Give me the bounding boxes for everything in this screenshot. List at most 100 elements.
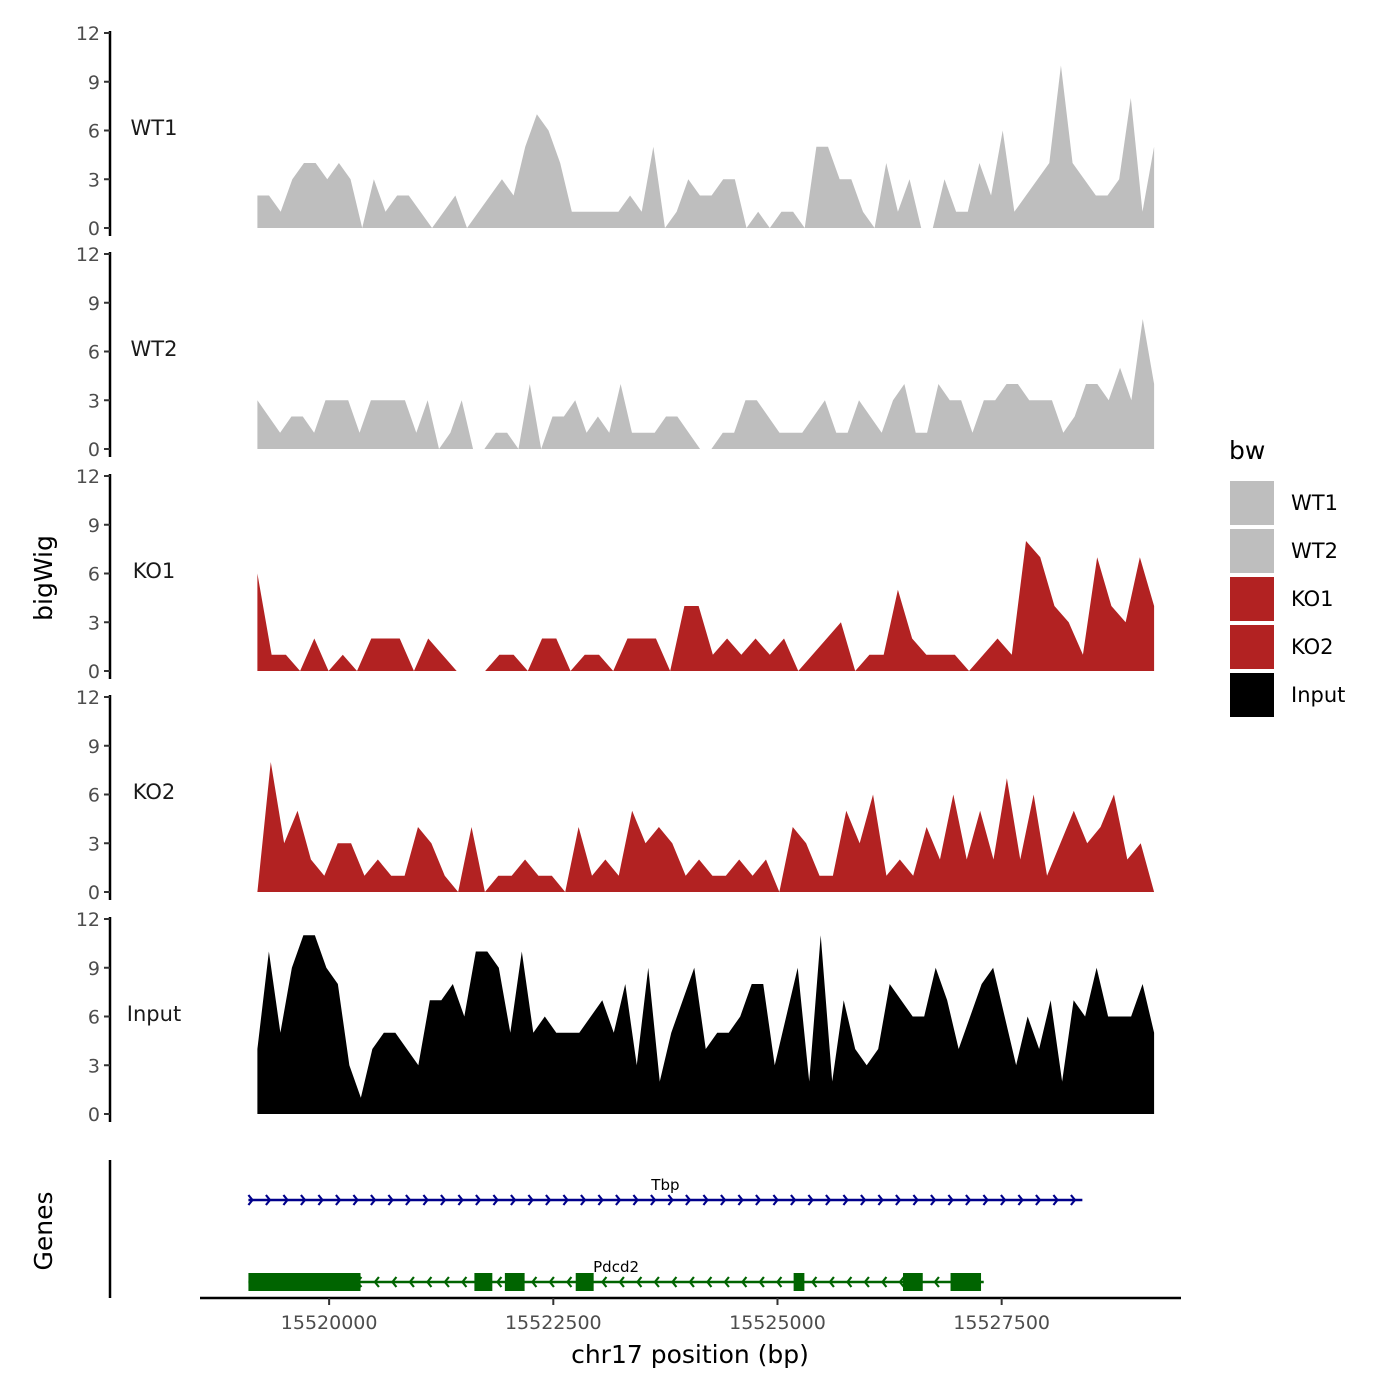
strand-arrow xyxy=(247,1194,254,1206)
legend-swatch xyxy=(1230,625,1274,669)
strand-arrow xyxy=(790,1194,797,1206)
y-axis-title: bigWig xyxy=(29,535,58,621)
strand-arrow xyxy=(335,1194,342,1206)
strand-arrow xyxy=(457,1194,464,1206)
legend-swatch xyxy=(1230,529,1274,573)
strand-arrow xyxy=(685,1194,692,1206)
strand-arrow xyxy=(947,1194,954,1206)
strand-arrow xyxy=(898,1276,905,1288)
gene-label: Pdcd2 xyxy=(593,1258,639,1276)
x-tick-label: 15522500 xyxy=(505,1312,602,1334)
strand-arrow xyxy=(755,1194,762,1206)
y-tick-label: 12 xyxy=(76,909,100,931)
strand-arrow xyxy=(720,1194,727,1206)
strand-arrow xyxy=(496,1276,503,1288)
strand-arrow xyxy=(846,1276,853,1288)
strand-arrow xyxy=(1000,1194,1007,1206)
series-area-ko2 xyxy=(257,762,1155,892)
track-label: KO2 xyxy=(133,780,176,804)
strand-arrow xyxy=(391,1276,398,1288)
strand-arrow xyxy=(580,1194,587,1206)
strand-arrow xyxy=(632,1194,639,1206)
strand-arrow xyxy=(982,1194,989,1206)
legend-label: WT2 xyxy=(1291,539,1338,563)
strand-arrow xyxy=(1017,1194,1024,1206)
strand-arrow xyxy=(702,1194,709,1206)
x-tick-label: 15525000 xyxy=(729,1312,826,1334)
y-tick-label: 12 xyxy=(76,23,100,45)
exon xyxy=(474,1273,493,1291)
strand-arrow xyxy=(930,1194,937,1206)
strand-arrow xyxy=(758,1276,765,1288)
strand-arrow xyxy=(510,1194,517,1206)
y-tick-label: 0 xyxy=(88,661,100,683)
strand-arrow xyxy=(548,1276,555,1288)
strand-arrow xyxy=(461,1276,468,1288)
strand-arrow xyxy=(772,1194,779,1206)
y-tick-label: 3 xyxy=(88,612,100,634)
track-wt1: 0 3 6 9 12 WT1 xyxy=(76,23,1155,240)
track-label: WT2 xyxy=(131,337,178,361)
y-tick-label: 3 xyxy=(88,1055,100,1077)
gene-axis-title: Genes xyxy=(29,1191,58,1270)
y-tick-label: 12 xyxy=(76,466,100,488)
strand-arrow xyxy=(723,1276,730,1288)
legend-item-ko1: KO1 xyxy=(1230,577,1334,621)
strand-arrow xyxy=(860,1194,867,1206)
strand-arrow xyxy=(881,1276,888,1288)
strand-arrow xyxy=(842,1194,849,1206)
strand-arrow xyxy=(671,1276,678,1288)
strand-arrow xyxy=(877,1194,884,1206)
y-tick-label: 12 xyxy=(76,244,100,266)
strand-arrow xyxy=(1035,1194,1042,1206)
legend: bw WT1 WT2 KO1 KO2 Input xyxy=(1229,436,1345,717)
legend-swatch xyxy=(1230,481,1274,525)
series-area-wt1 xyxy=(257,65,1155,228)
strand-arrow xyxy=(443,1276,450,1288)
y-tick-label: 0 xyxy=(88,218,100,240)
legend-label: KO1 xyxy=(1291,587,1334,611)
y-tick-label: 3 xyxy=(88,169,100,191)
strand-arrow xyxy=(1052,1194,1059,1206)
strand-arrow xyxy=(653,1276,660,1288)
y-tick-label: 9 xyxy=(88,736,100,758)
strand-arrow xyxy=(426,1276,433,1288)
y-tick-label: 3 xyxy=(88,390,100,412)
exon xyxy=(575,1273,594,1291)
legend-label: Input xyxy=(1291,683,1345,707)
gene-tbp: Tbp xyxy=(247,1176,1083,1206)
legend-label: KO2 xyxy=(1291,635,1334,659)
strand-arrow xyxy=(706,1276,713,1288)
exon xyxy=(903,1273,923,1291)
strand-arrow xyxy=(615,1194,622,1206)
x-tick-label: 15520000 xyxy=(281,1312,378,1334)
legend-swatch xyxy=(1230,673,1274,717)
strand-arrow xyxy=(597,1194,604,1206)
series-area-ko1 xyxy=(257,541,1155,671)
y-tick-label: 6 xyxy=(88,1007,100,1029)
strand-arrow xyxy=(667,1194,674,1206)
y-tick-label: 0 xyxy=(88,1104,100,1126)
y-tick-label: 6 xyxy=(88,564,100,586)
strand-arrow xyxy=(282,1194,289,1206)
y-tick-label: 0 xyxy=(88,882,100,904)
track-ko1: 0 3 6 9 12 KO1 xyxy=(76,466,1155,683)
strand-arrow xyxy=(863,1276,870,1288)
strand-arrow xyxy=(828,1276,835,1288)
strand-arrow xyxy=(373,1276,380,1288)
x-axis-title: chr17 position (bp) xyxy=(571,1340,809,1369)
strand-arrow xyxy=(531,1276,538,1288)
track-label: Input xyxy=(127,1002,181,1026)
strand-arrow xyxy=(387,1194,394,1206)
legend-label: WT1 xyxy=(1291,491,1338,515)
strand-arrow xyxy=(566,1276,573,1288)
strand-arrow xyxy=(562,1194,569,1206)
y-tick-label: 9 xyxy=(88,958,100,980)
strand-arrow xyxy=(317,1194,324,1206)
exon xyxy=(950,1273,982,1291)
y-tick-label: 0 xyxy=(88,439,100,461)
strand-arrow xyxy=(933,1276,940,1288)
strand-arrow xyxy=(265,1194,272,1206)
gene-pdcd2: Pdcd2 xyxy=(248,1258,984,1291)
legend-item-input: Input xyxy=(1230,673,1345,717)
